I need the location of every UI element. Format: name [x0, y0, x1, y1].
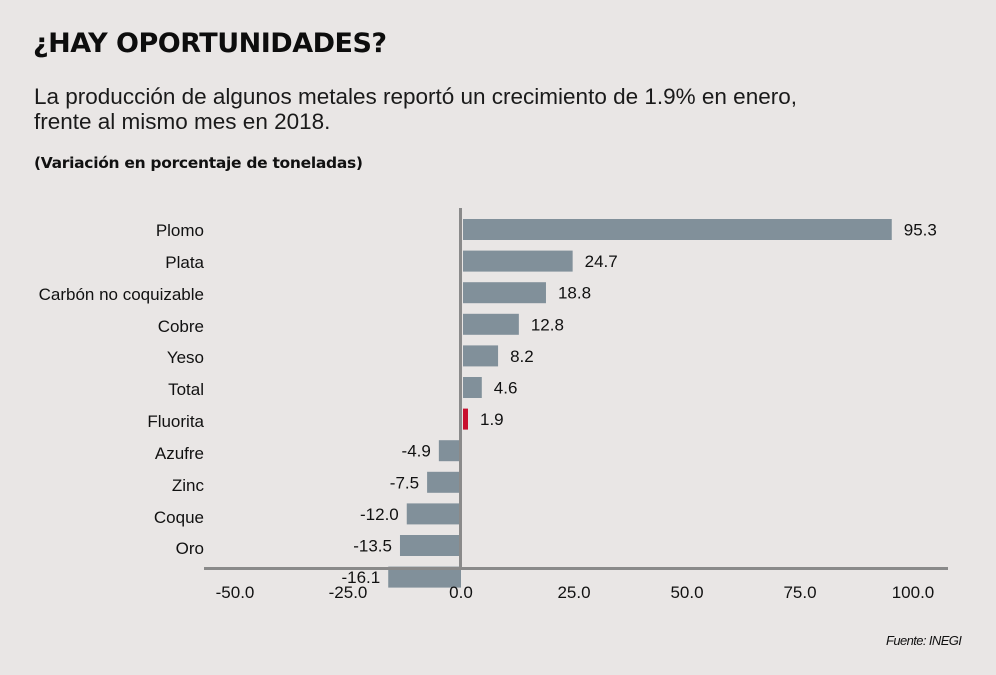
category-label: Carbón no coquizable — [39, 285, 204, 304]
category-label: Cobre — [158, 317, 204, 336]
source-note: Fuente: INEGI — [886, 633, 962, 648]
value-label: 12.8 — [531, 315, 564, 334]
unit-note: (Variación en porcentaje de toneladas) — [34, 154, 363, 172]
bar — [438, 440, 461, 462]
x-tick-label: -25.0 — [329, 583, 368, 602]
category-label: Oro — [176, 539, 204, 558]
category-label: Azufre — [155, 444, 204, 463]
value-label: -7.5 — [390, 473, 419, 492]
value-label: 1.9 — [480, 410, 504, 429]
bar — [463, 377, 482, 398]
bar — [463, 282, 546, 304]
bar — [388, 566, 461, 588]
x-tick-label: 0.0 — [449, 583, 473, 602]
category-label: Coque — [154, 508, 204, 527]
x-axis-line — [204, 567, 948, 570]
x-tick-label: 25.0 — [557, 583, 590, 602]
category-label: Yeso — [167, 348, 204, 367]
bar — [406, 503, 461, 525]
bar — [463, 250, 573, 272]
value-label: -13.5 — [353, 537, 392, 556]
bar — [427, 471, 461, 493]
value-label: 95.3 — [904, 221, 937, 240]
zero-axis-line — [459, 208, 462, 570]
x-tick-label: -50.0 — [216, 583, 255, 602]
category-label: Plomo — [156, 221, 204, 240]
x-tick-label: 75.0 — [783, 583, 816, 602]
bar — [399, 535, 461, 556]
bar — [463, 345, 499, 367]
bar — [463, 408, 468, 430]
value-label: -12.0 — [360, 505, 399, 524]
value-label: -4.9 — [402, 442, 431, 461]
value-label: 24.7 — [585, 252, 618, 271]
value-label: -16.1 — [341, 568, 380, 587]
value-label: 8.2 — [510, 347, 534, 366]
chart-subtitle: La producción de algunos metales reportó… — [34, 84, 797, 134]
value-label: 4.6 — [494, 379, 518, 398]
bar — [463, 313, 519, 335]
x-tick-label: 100.0 — [892, 583, 935, 602]
x-tick-label: 50.0 — [670, 583, 703, 602]
category-label: Plata — [165, 253, 204, 272]
value-label: 18.8 — [558, 284, 591, 303]
category-label: Zinc — [172, 476, 205, 495]
bar — [463, 219, 892, 240]
category-label: Fluorita — [147, 412, 204, 431]
chart-title: ¿HAY OPORTUNIDADES? — [33, 28, 387, 59]
category-label: Total — [168, 380, 204, 399]
